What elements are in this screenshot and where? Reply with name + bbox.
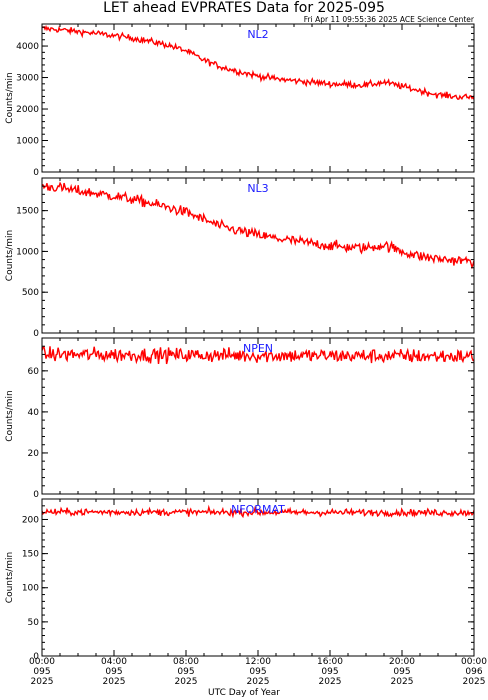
x-tick-label: 2025 [103, 677, 126, 687]
y-axis-label: Counts/min [5, 230, 15, 281]
x-tick-label: 095 [393, 667, 410, 677]
y-axis-label: Counts/min [5, 390, 15, 441]
x-tick-label: 095 [33, 667, 50, 677]
x-tick-label: 095 [249, 667, 266, 677]
x-axis-ticks: 00:00095202504:00095202508:00095202512:0… [29, 657, 487, 687]
y-tick-label: 40 [28, 408, 40, 418]
x-tick-label: 096 [465, 667, 482, 677]
y-tick-label: 50 [28, 618, 40, 628]
panel-npen: 0 20 40 60 Counts/min NPEN [5, 337, 475, 500]
x-tick-label: 04:00 [101, 657, 127, 667]
panel-label: NL3 [247, 182, 268, 195]
panels-group: 01000200030004000Counts/minNL20500100015… [5, 23, 475, 662]
x-tick-label: 2025 [175, 677, 198, 687]
x-tick-label: 095 [105, 667, 122, 677]
y-tick-label: 100 [22, 584, 39, 594]
x-tick-label: 095 [177, 667, 194, 677]
x-tick-label: 08:00 [173, 657, 199, 667]
x-tick-label: 00:00 [29, 657, 55, 667]
y-tick-label: 1500 [16, 207, 39, 217]
x-tick-label: 2025 [319, 677, 342, 687]
series-line-nl2 [42, 24, 474, 101]
x-tick-label: 095 [321, 667, 338, 677]
panel-nl2: 0 1000 2000 3000 4000 Counts/min NL2 [5, 23, 475, 178]
x-tick-label: 2025 [391, 677, 414, 687]
y-axis-label: Counts/min [5, 552, 15, 603]
y-tick-label: 0 [33, 329, 39, 339]
plot-frame [41, 23, 475, 173]
y-tick-label: 0 [33, 490, 39, 500]
y-tick-label: 20 [28, 449, 40, 459]
y-tick-label: 1000 [16, 137, 39, 147]
y-tick-label: 150 [22, 550, 39, 560]
x-tick-label: 12:00 [245, 657, 271, 667]
y-tick-label: 0 [33, 168, 39, 178]
panel-label: NFORMAT [231, 503, 285, 516]
y-axis-label: Counts/min [5, 72, 15, 123]
chart-subtitle: Fri Apr 11 09:55:36 2025 ACE Science Cen… [304, 15, 475, 24]
panel-label: NPEN [243, 342, 273, 355]
x-tick-label: 2025 [247, 677, 270, 687]
series-line-nformat [42, 504, 474, 519]
y-tick-label: 500 [22, 288, 39, 298]
plot-frame [41, 498, 475, 657]
x-tick-label: 20:00 [389, 657, 415, 667]
x-tick-label: 2025 [31, 677, 54, 687]
chart-title: LET ahead EVPRATES Data for 2025-095 [103, 0, 385, 16]
x-tick-label: 2025 [463, 677, 486, 687]
y-tick-label: 0 [33, 652, 39, 662]
y-tick-label: 2000 [16, 105, 39, 115]
y-tick-label: 4000 [16, 42, 39, 52]
y-tick-label: 200 [22, 515, 39, 525]
panel-nformat: 0 50 100 150 200 Counts/min NFORMAT [5, 498, 475, 662]
series-line-npen [42, 346, 474, 365]
x-tick-label: 00:00 [461, 657, 487, 667]
series-line-nl3 [42, 181, 474, 270]
x-axis-label: UTC Day of Year [208, 688, 280, 698]
y-tick-label: 3000 [16, 74, 39, 84]
plot-frame [41, 337, 475, 495]
y-tick-label: 60 [28, 367, 40, 377]
y-tick-label: 1000 [16, 247, 39, 257]
x-tick-label: 16:00 [317, 657, 343, 667]
panel-label: NL2 [247, 28, 268, 41]
panel-nl3: 0 500 1000 1500 Counts/min NL3 [5, 177, 475, 339]
